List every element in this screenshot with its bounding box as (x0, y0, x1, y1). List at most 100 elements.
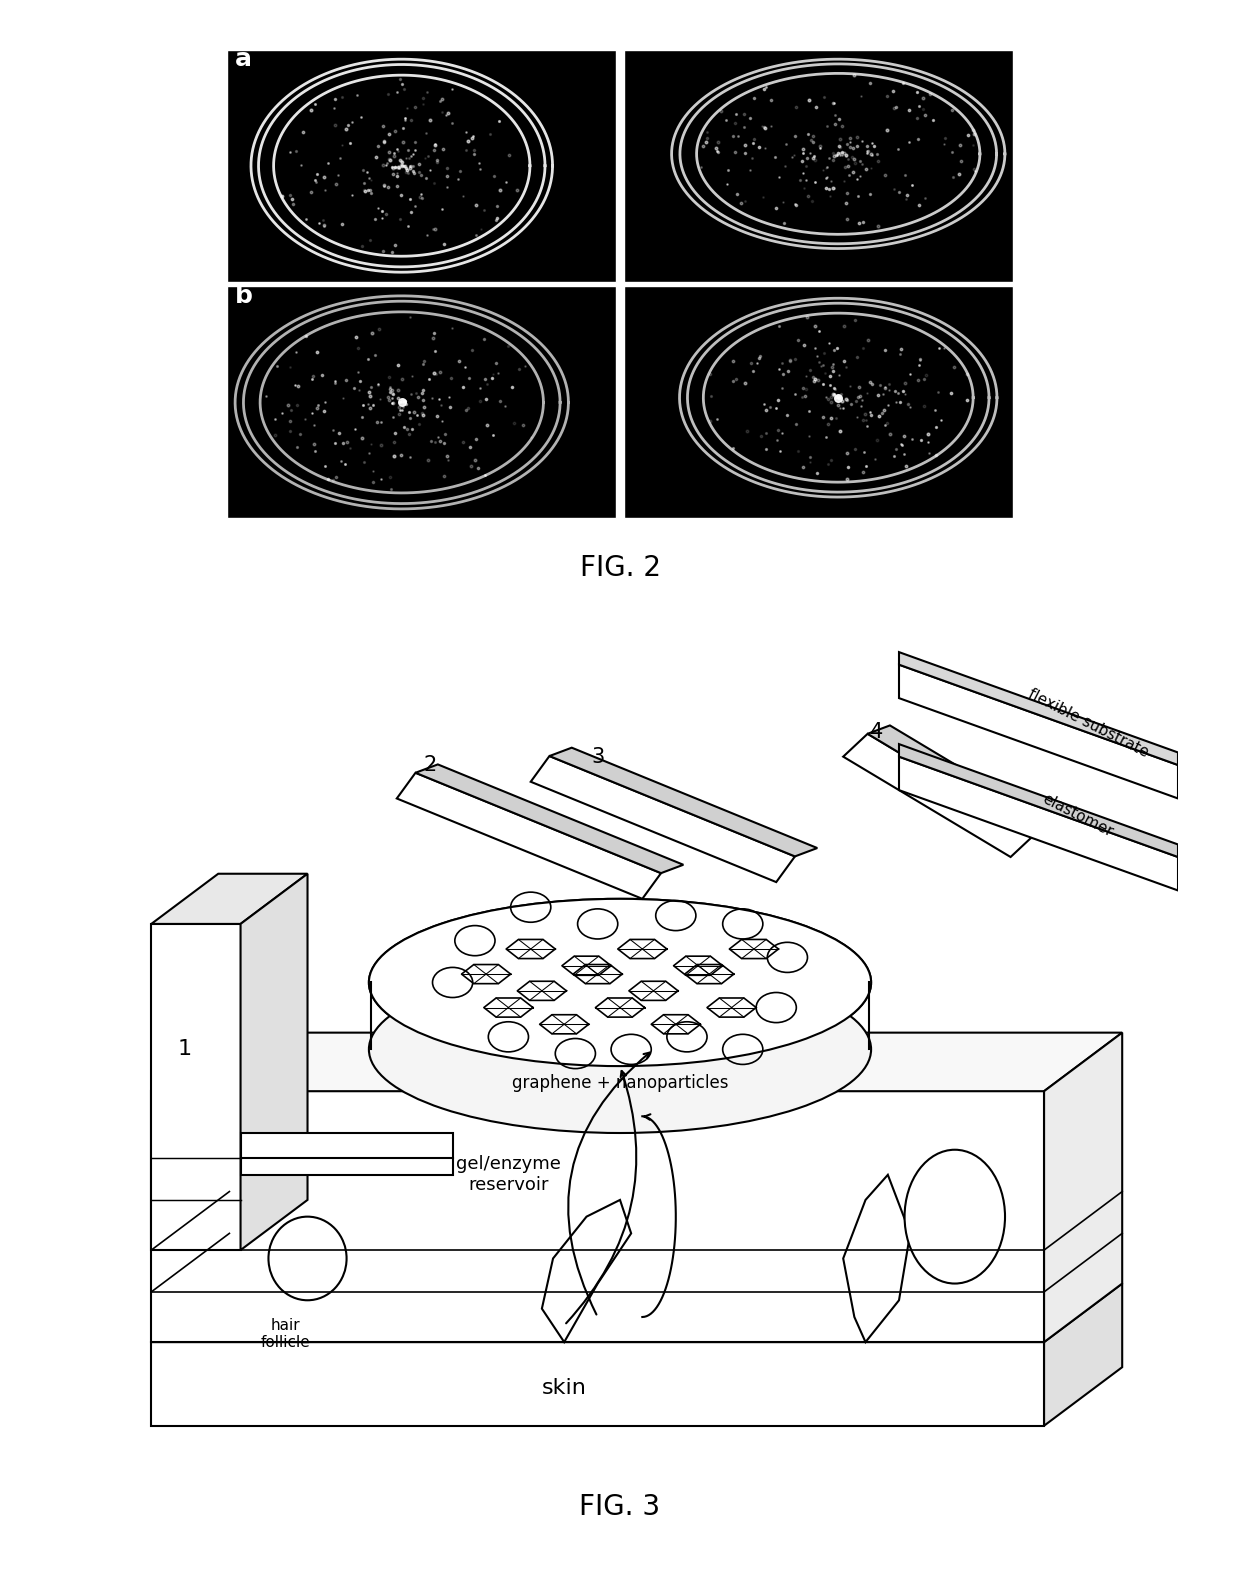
Point (910, 347, 930, 372)
Point (825, 382, 844, 407)
Point (290, 153, 310, 178)
Point (463, 123, 482, 148)
Point (335, 451, 355, 477)
Point (837, 207, 857, 232)
Point (414, 145, 434, 170)
Point (823, 90, 843, 115)
Point (770, 164, 790, 189)
Point (490, 109, 510, 134)
Point (847, 404, 867, 429)
Point (407, 402, 427, 428)
Point (280, 139, 300, 164)
Point (384, 155, 404, 180)
Point (434, 464, 454, 489)
Point (813, 84, 833, 109)
Point (900, 361, 920, 387)
Point (760, 394, 780, 420)
Point (823, 90, 843, 115)
Point (890, 390, 910, 415)
Point (807, 342, 827, 368)
Point (780, 349, 800, 374)
Point (868, 148, 888, 174)
Point (393, 76, 413, 101)
Point (935, 133, 955, 158)
Point (360, 166, 379, 191)
Point (828, 393, 848, 418)
Point (796, 365, 816, 390)
Point (816, 385, 836, 410)
Point (358, 380, 378, 406)
Point (352, 426, 372, 451)
Point (796, 167, 816, 193)
Point (360, 394, 379, 420)
Point (357, 159, 377, 185)
Point (427, 361, 446, 387)
Point (718, 156, 738, 181)
Point (435, 103, 455, 128)
Point (434, 232, 454, 257)
Point (413, 402, 433, 428)
Text: 1: 1 (177, 1040, 192, 1059)
Point (768, 428, 787, 453)
Point (838, 454, 858, 480)
Point (796, 153, 816, 178)
Point (391, 153, 410, 178)
Point (847, 125, 867, 150)
Point (434, 136, 454, 161)
Point (867, 142, 887, 167)
Point (430, 393, 450, 418)
Point (474, 327, 494, 352)
Point (317, 467, 337, 492)
Point (305, 439, 325, 464)
Point (490, 177, 510, 202)
Point (412, 380, 432, 406)
Point (347, 82, 367, 107)
Point (926, 415, 946, 440)
Point (898, 391, 918, 417)
Point (413, 388, 433, 413)
Point (832, 388, 852, 413)
Point (777, 358, 797, 383)
Point (295, 406, 315, 431)
Point (498, 142, 518, 167)
Point (453, 185, 472, 210)
Point (785, 380, 805, 406)
Point (404, 159, 424, 185)
Point (875, 338, 895, 363)
Point (317, 150, 337, 175)
Point (413, 401, 433, 426)
Point (355, 448, 374, 473)
Point (280, 398, 300, 423)
Point (715, 107, 735, 133)
Point (817, 114, 837, 139)
Point (296, 207, 316, 232)
Point (858, 140, 878, 166)
Point (831, 142, 851, 167)
Point (879, 371, 899, 396)
Point (425, 133, 445, 158)
Point (461, 454, 481, 480)
Point (315, 390, 335, 415)
Point (340, 436, 360, 461)
Point (434, 431, 454, 456)
Point (296, 323, 316, 349)
Point (849, 148, 869, 174)
Point (708, 129, 728, 155)
Point (407, 380, 427, 406)
Point (438, 443, 458, 469)
Point (413, 377, 433, 402)
Point (383, 390, 403, 415)
Point (352, 404, 372, 429)
Point (388, 352, 408, 377)
Point (928, 380, 947, 406)
Point (361, 227, 381, 252)
Point (811, 133, 831, 158)
Point (740, 158, 760, 183)
Point (804, 368, 823, 393)
Point (848, 183, 868, 208)
Point (897, 453, 916, 478)
Point (325, 96, 345, 122)
Point (272, 185, 291, 210)
Polygon shape (549, 748, 817, 857)
Point (832, 142, 852, 167)
